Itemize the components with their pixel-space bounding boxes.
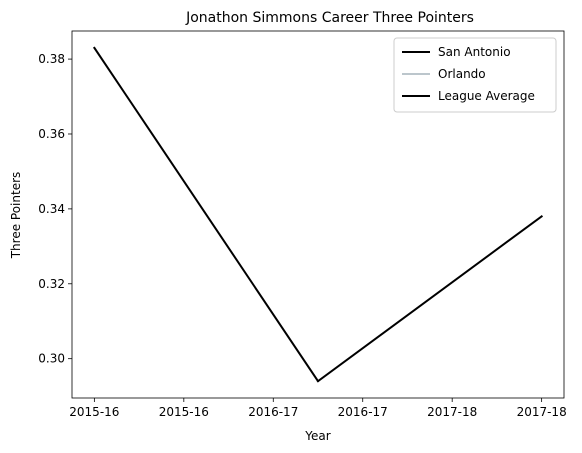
x-axis: 2015-16 2015-16 2016-17 2016-17 2017-18 2017-… bbox=[69, 398, 567, 419]
chart-title: Jonathon Simmons Career Three Pointers bbox=[185, 10, 474, 26]
y-axis: 0.30 0.32 0.34 0.36 0.38 bbox=[38, 52, 72, 366]
x-tick-label: 2016-17 bbox=[338, 405, 388, 419]
plot-frame bbox=[71, 30, 565, 399]
y-tick-label: 0.30 bbox=[38, 352, 65, 366]
legend: San Antonio Orlando League Average bbox=[393, 37, 557, 113]
series-line-2 bbox=[316, 214, 544, 383]
x-axis-label: Year bbox=[304, 429, 330, 443]
x-tick-label: 2016-17 bbox=[248, 405, 298, 419]
y-tick-label: 0.38 bbox=[38, 52, 65, 66]
y-tick-label: 0.32 bbox=[38, 277, 65, 291]
y-axis-label: Three Pointers bbox=[9, 172, 23, 260]
legend-label: League Average bbox=[438, 89, 535, 103]
x-tick-label: 2017-18 bbox=[427, 405, 477, 419]
x-tick-label: 2017-18 bbox=[517, 405, 567, 419]
legend-box bbox=[393, 37, 557, 113]
series-line-0 bbox=[92, 46, 320, 383]
x-tick-label: 2015-16 bbox=[69, 405, 119, 419]
x-tick-label: 2015-16 bbox=[159, 405, 209, 419]
y-tick-label: 0.36 bbox=[38, 127, 65, 141]
plot-area bbox=[71, 30, 565, 399]
legend-label: Orlando bbox=[438, 67, 486, 81]
legend-label: San Antonio bbox=[438, 45, 511, 59]
y-tick-label: 0.34 bbox=[38, 202, 65, 216]
